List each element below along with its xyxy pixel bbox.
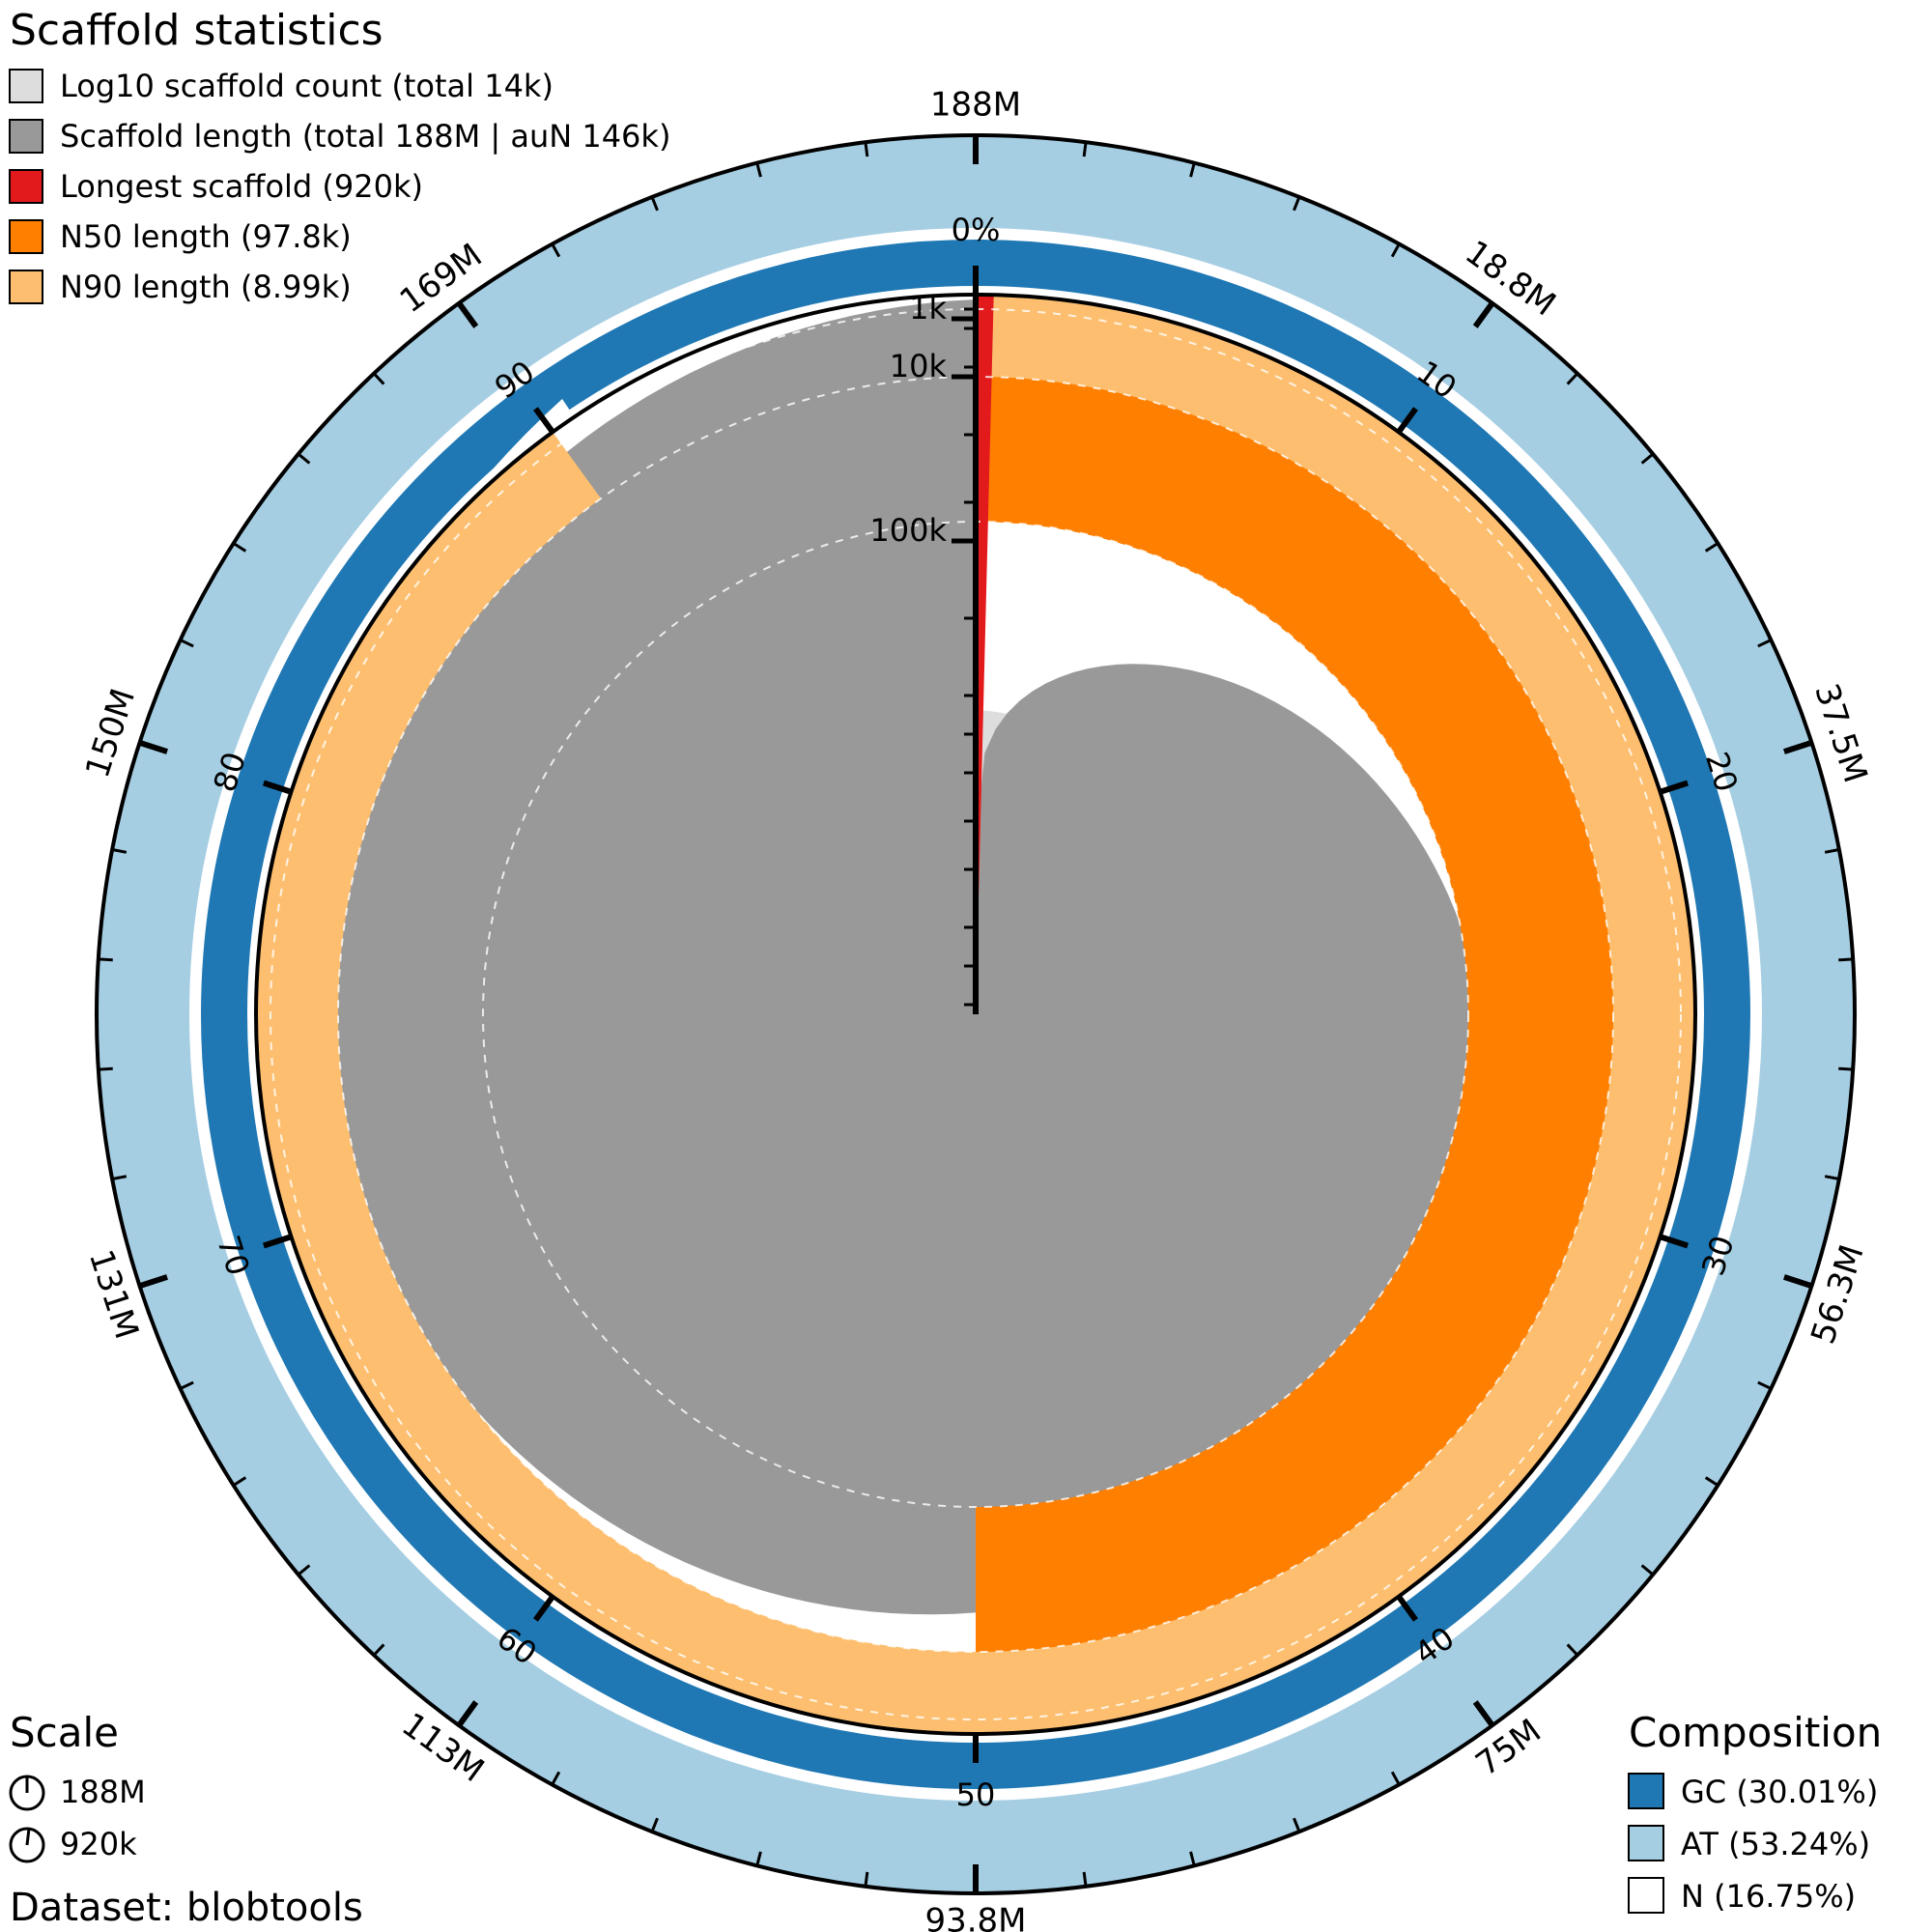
radial-tick-label-10k: 10k (890, 348, 948, 384)
legend-label: Log10 scaffold count (total 14k) (60, 68, 554, 104)
legend-label: N90 length (8.99k) (60, 269, 352, 305)
outer-tick-34 (179, 1380, 194, 1390)
n90-band-inner (976, 295, 1696, 1735)
percent-tick-7 (263, 1234, 293, 1249)
outer-tick-33 (232, 1476, 247, 1487)
percent-tick-1 (1396, 407, 1418, 435)
legend-swatch (9, 119, 43, 154)
outer-tick-17 (1704, 1476, 1719, 1487)
legend-label: Longest scaffold (920k) (60, 168, 423, 205)
outer-tick-38 (98, 957, 113, 962)
percent-tick-9 (533, 407, 555, 435)
outer-tick-49 (864, 141, 869, 157)
scale-icon-longest (9, 1827, 45, 1863)
legend-swatch (9, 169, 43, 204)
outer-tick-1 (1082, 141, 1088, 157)
scale-entry-total: 188M (60, 1774, 146, 1810)
composition-label: N (16.75%) (1681, 1878, 1856, 1915)
outer-tick-46 (551, 242, 561, 258)
outer-tick-37 (98, 1066, 113, 1071)
radial-tick-label-100k: 100k (869, 512, 947, 549)
outer-tick-29 (551, 1771, 561, 1786)
composition-swatch (1628, 1825, 1664, 1861)
legend-label: Scaffold length (total 188M | auN 146k) (60, 118, 670, 155)
composition-label: GC (30.01%) (1681, 1774, 1878, 1810)
outer-tick-3 (1293, 196, 1301, 212)
outer-tick-18 (1640, 1564, 1655, 1577)
outer-tick-42 (232, 542, 247, 553)
outer-tick-39 (111, 848, 128, 854)
percent-tick-4 (1396, 1594, 1418, 1622)
outer-tick-label: 93.8M (924, 1902, 1026, 1932)
scaffold-length-area (311, 299, 1488, 1615)
outer-tick-7 (1640, 452, 1655, 465)
chart-title: Scaffold statistics (10, 6, 384, 55)
outer-tick-13 (1838, 1066, 1854, 1071)
outer-tick-32 (297, 1564, 311, 1577)
outer-tick-16 (1757, 1380, 1773, 1390)
percent-tick-6 (533, 1594, 555, 1622)
legend-swatch (9, 270, 43, 304)
composition-title: Composition (1629, 1709, 1882, 1756)
n50-band-inner (976, 377, 1613, 1653)
outer-tick-9 (1757, 639, 1773, 648)
scale-title: Scale (10, 1709, 119, 1756)
percent-tick-2 (1659, 780, 1689, 795)
outer-tick-35 (138, 1274, 168, 1290)
outer-tick-label: 188M (930, 86, 1021, 125)
outer-tick-6 (1566, 372, 1579, 385)
outer-tick-30 (456, 1700, 479, 1727)
scale-icon-longest-hand (25, 1828, 31, 1846)
outer-tick-21 (1390, 1771, 1401, 1786)
outer-tick-40 (138, 739, 168, 754)
outer-tick-43 (297, 452, 311, 465)
percent-tick-3 (1659, 1234, 1689, 1249)
scale-entry-longest: 920k (60, 1826, 137, 1862)
outer-tick-20 (1472, 1700, 1495, 1727)
outer-tick-24 (1082, 1871, 1088, 1888)
composition-label: AT (53.24%) (1681, 1826, 1870, 1862)
outer-tick-10 (1783, 739, 1813, 754)
outer-tick-23 (1189, 1851, 1196, 1866)
outer-tick-22 (1293, 1817, 1301, 1833)
outer-tick-26 (864, 1871, 869, 1888)
outer-tick-14 (1824, 1175, 1840, 1180)
composition-swatch (1628, 1877, 1664, 1914)
dashed-guide-2 (270, 308, 1682, 1720)
outer-tick-12 (1838, 957, 1854, 962)
dataset-label: Dataset: blobtools (10, 1886, 363, 1930)
percent-tick-8 (263, 780, 293, 795)
outer-tick-28 (650, 1817, 659, 1833)
composition-swatch (1628, 1773, 1664, 1809)
percent-tick-label: 50 (956, 1776, 996, 1813)
gc-ring (201, 240, 1750, 1789)
outer-tick-2 (1189, 162, 1196, 178)
outer-tick-45 (456, 301, 479, 328)
outer-tick-31 (372, 1643, 385, 1657)
outer-tick-41 (179, 639, 194, 648)
at-ring (97, 135, 1855, 1893)
outer-tick-44 (372, 372, 385, 385)
percent-tick-label: 0% (952, 212, 1001, 248)
outer-tick-19 (1566, 1643, 1579, 1657)
outer-tick-8 (1704, 542, 1719, 553)
outer-tick-5 (1472, 301, 1495, 328)
outer-tick-15 (1783, 1274, 1813, 1290)
outer-tick-4 (1390, 242, 1401, 258)
outer-tick-27 (755, 1851, 762, 1866)
legend-swatch (9, 69, 43, 103)
longest-scaffold-sector (976, 295, 994, 1014)
outer-tick-47 (650, 196, 659, 212)
outer-tick-48 (755, 162, 762, 178)
outer-tick-11 (1824, 848, 1840, 854)
legend-label: N50 length (97.8k) (60, 218, 352, 255)
radial-tick-label-1k: 1k (909, 290, 947, 327)
legend-swatch (9, 219, 43, 254)
outer-tick-36 (111, 1175, 128, 1180)
